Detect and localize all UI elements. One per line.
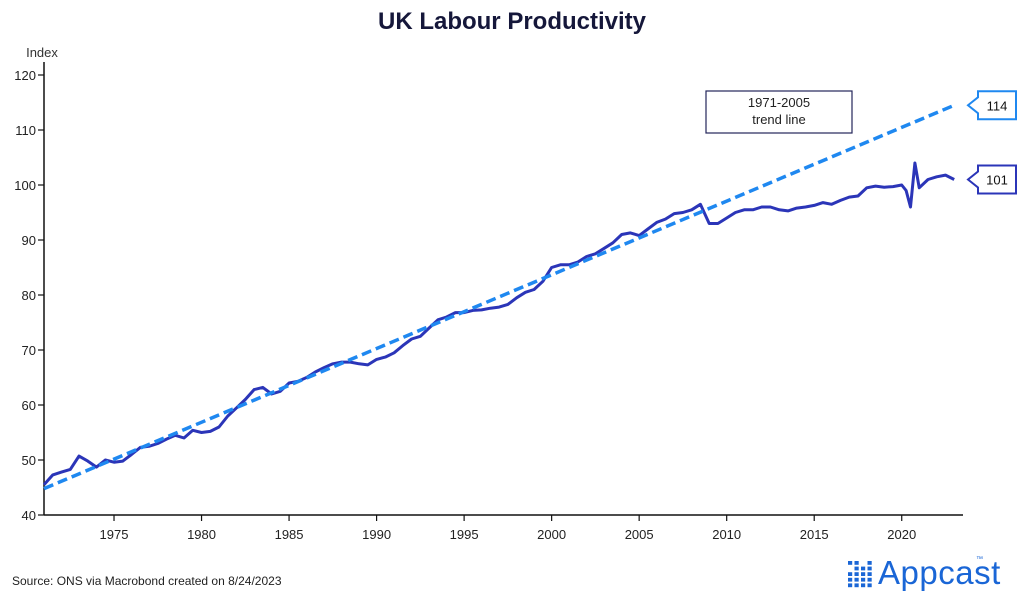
y-tick-label: 40 [22,508,36,523]
logo-dot [861,583,866,588]
logo-dot [854,583,859,588]
logo-dot [867,577,872,582]
annotation-box [705,90,853,134]
chart-title: UK Labour Productivity [377,8,647,35]
logo-dot [854,577,859,582]
logo-dot [854,561,859,565]
y-axis-title: Index [26,45,58,60]
logo-trademark: ™ [976,556,983,563]
trend-end-label: 114 [966,90,1017,121]
productivity-end-label: 101 [966,164,1017,195]
y-tick-label: 70 [22,343,36,358]
end-labels: 101 114 [966,90,1017,195]
annotation-text: 1971-2005 [748,95,810,110]
trend-line [43,103,955,491]
y-axis: Index 40 50 60 70 80 90 100 110 120 [14,45,58,523]
logo-dot [854,572,859,576]
logo-dot [861,577,866,582]
logo-dot [867,572,872,576]
x-tick-label: 2005 [625,527,654,542]
x-tick-label: 1990 [362,527,391,542]
series-layer [42,103,955,491]
y-tick-label: 110 [15,123,36,138]
x-tick-label: 2000 [537,527,566,542]
y-tick-label: 60 [22,398,36,413]
end-label-text: 114 [987,98,1008,113]
y-tick-label: 90 [22,233,36,248]
x-tick-label: 2015 [800,527,829,542]
x-tick-label: 1995 [450,527,479,542]
x-tick-label: 1985 [275,527,304,542]
appcast-logo-icon [848,561,872,588]
trend-annotation: 1971-2005 trend line [705,90,853,134]
y-tick-label: 120 [14,68,36,83]
y-tick-label: 100 [14,178,36,193]
productivity-line [42,161,955,486]
logo-dot [867,583,872,588]
x-axis: 1975 1980 1985 1990 1995 2000 2005 2010 2015 2020 [44,514,963,542]
end-label-text: 101 [986,173,1008,188]
x-tick-label: 1980 [187,527,216,542]
logo-wordmark: Appcast [878,554,1001,591]
logo-dot [848,577,853,582]
annotation-text: trend line [752,112,805,127]
x-tick-label: 2020 [887,527,916,542]
annotation-layer: 1971-2005 trend line [705,90,853,134]
logo-dot [861,572,866,576]
logo-dot [867,566,872,571]
end-label-box [966,164,1017,195]
logo-dot [848,583,853,588]
y-tick-label: 50 [22,453,36,468]
logo-dot [861,566,866,571]
logo-dot [854,566,859,571]
end-label-box [966,90,1017,121]
logo-dot [867,561,872,565]
appcast-logo: Appcast ™ [848,554,1018,594]
logo-dot [848,561,853,565]
x-tick-label: 1975 [100,527,129,542]
x-tick-label: 2010 [712,527,741,542]
logo-dot [848,572,853,576]
y-tick-label: 80 [22,288,36,303]
source-note: Source: ONS via Macrobond created on 8/2… [12,574,282,588]
